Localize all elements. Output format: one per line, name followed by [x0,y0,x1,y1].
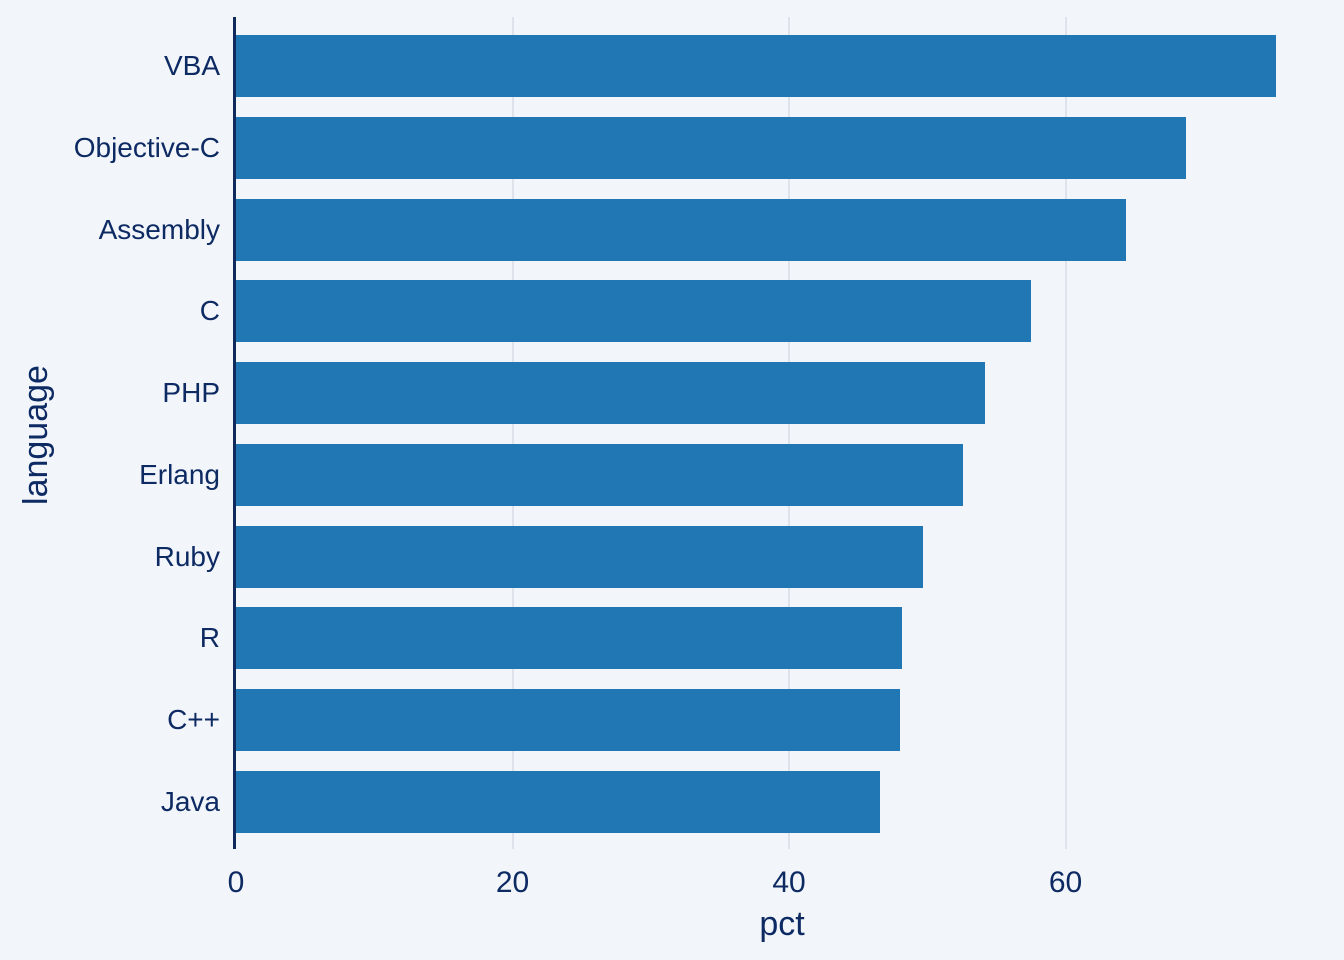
bar-php [236,362,986,425]
category-label: Java [160,785,220,817]
x-tick-label: 20 [495,866,530,899]
category-label: C [199,295,220,327]
category-label: Erlang [139,458,220,490]
category-label: R [199,622,220,654]
bar-c [236,280,1031,343]
category-label: C++ [167,703,220,735]
gridline-20 [511,17,514,849]
x-tick-label: 60 [1048,866,1083,899]
y-axis-title: language [17,365,55,505]
gridline-40 [788,17,790,849]
category-label: Assembly [98,213,220,245]
gridline-60 [1064,17,1067,849]
x-tick-label: 0 [227,866,245,899]
y-axis-line [233,17,236,849]
bar-assembly [236,198,1127,261]
category-label: PHP [162,377,220,409]
bar-erlang [236,443,964,506]
bar-java [236,770,881,833]
bar-vba [236,35,1276,98]
bar-objective-c [236,117,1186,179]
x-axis-title: pct [759,905,805,943]
category-label: VBA [163,50,220,82]
category-label: Objective-C [73,132,220,163]
category-label: Ruby [154,540,220,572]
x-tick-label: 40 [772,866,806,899]
bar-c- [236,688,900,751]
bar-r [236,607,903,670]
bar-ruby [236,525,924,588]
